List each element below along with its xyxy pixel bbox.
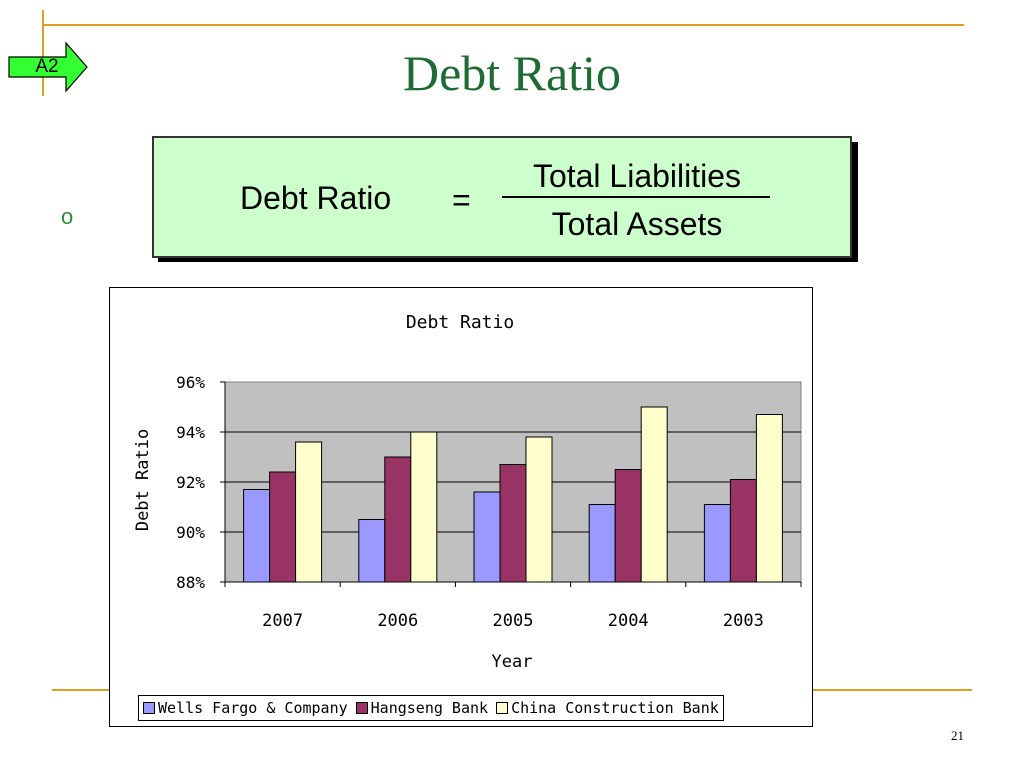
- x-tick-label: 2003: [723, 611, 764, 631]
- debt-ratio-chart: Debt Ratio Debt Ratio Year 88% 90% 92% 94% 9…: [133, 312, 802, 672]
- y-tick-label: 92%: [176, 473, 205, 492]
- slide-title: Debt Ratio: [402, 45, 622, 101]
- legend-swatch: [496, 702, 509, 714]
- legend-item: Wells Fargo & Company: [143, 699, 348, 717]
- y-tick-label: 96%: [176, 373, 205, 392]
- chart-title: Debt Ratio: [406, 312, 514, 333]
- nav-arrow-label: A2: [35, 56, 59, 77]
- legend-label: China Construction Bank: [511, 699, 719, 717]
- legend-item: Hangseng Bank: [355, 699, 489, 717]
- bar: [729, 479, 757, 583]
- legend-item: China Construction Bank: [496, 699, 719, 717]
- bar: [295, 441, 323, 583]
- bar: [525, 436, 553, 583]
- bar: [473, 491, 501, 583]
- nav-arrow-button[interactable]: A2: [6, 40, 90, 94]
- chart-x-axis-label: Year: [492, 652, 533, 672]
- legend-swatch: [355, 702, 368, 714]
- bar: [588, 504, 616, 583]
- formula-box: Debt Ratio = Total Liabilities Total Ass…: [152, 136, 852, 258]
- x-tick-label: 2007: [262, 611, 303, 631]
- x-tick-label: 2004: [608, 611, 649, 631]
- bar: [640, 406, 668, 583]
- bar: [410, 431, 438, 583]
- chart-y-axis-label: Debt Ratio: [133, 429, 153, 531]
- chart-legend: Wells Fargo & Company Hangseng Bank China …: [138, 695, 724, 721]
- y-tick-label: 90%: [176, 523, 205, 542]
- legend-swatch: [143, 702, 155, 714]
- formula-denominator: Total Assets: [551, 206, 723, 242]
- legend-label: Hangseng Bank: [370, 699, 489, 717]
- x-tick-label: 2006: [377, 611, 418, 631]
- x-tick-label: 2005: [493, 611, 534, 631]
- y-tick-label: 88%: [176, 573, 205, 592]
- bar: [703, 504, 731, 583]
- bar: [384, 456, 412, 583]
- top-rule: [42, 24, 964, 26]
- right-arrow-icon: [8, 41, 88, 93]
- bar: [614, 469, 642, 583]
- legend-label: Wells Fargo & Company: [158, 699, 348, 717]
- bar: [358, 519, 386, 583]
- chart-frame: Debt Ratio Debt Ratio Year 88% 90% 92% 94% 9…: [109, 287, 813, 727]
- bar: [755, 414, 783, 583]
- formula-equals: =: [452, 182, 471, 218]
- left-rule: [42, 10, 44, 96]
- y-tick-label: 94%: [176, 423, 205, 442]
- bar: [499, 464, 527, 583]
- bar: [269, 471, 297, 583]
- bar: [243, 489, 271, 583]
- page-number: 21: [951, 728, 964, 743]
- fraction-bar: [502, 196, 770, 198]
- formula-numerator: Total Liabilities: [532, 158, 742, 194]
- formula-lhs: Debt Ratio: [240, 180, 392, 216]
- bullet-marker: o: [61, 204, 74, 229]
